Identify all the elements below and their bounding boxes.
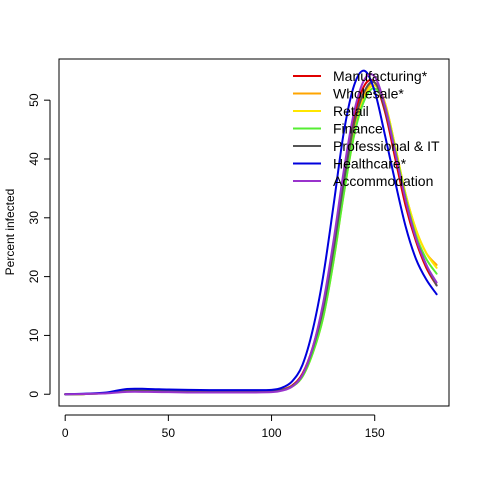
series-lines — [64, 69, 438, 396]
x-tick-label: 100 — [262, 426, 282, 440]
series-line-healthcare — [64, 69, 438, 396]
x-axis: 0 50 100 150 — [62, 414, 385, 440]
legend-label: Accommodation — [333, 173, 433, 189]
x-tick-label: 0 — [62, 426, 69, 440]
series-line-accommodation — [64, 73, 438, 396]
legend-label: Healthcare* — [333, 156, 407, 172]
legend-label: Professional & IT — [333, 138, 440, 154]
y-tick-label: 30 — [27, 211, 41, 225]
plot-area-frame — [58, 58, 450, 407]
legend-label: Wholesale* — [333, 86, 404, 102]
y-axis: 0 10 20 30 40 50 — [27, 93, 51, 398]
legend: Manufacturing* Wholesale*Retail FinancePro… — [293, 68, 440, 189]
x-tick-label: 50 — [162, 426, 176, 440]
legend-label: Finance — [333, 121, 383, 137]
legend-label: Retail — [333, 103, 369, 119]
y-tick-label: 40 — [27, 152, 41, 166]
y-axis-label: Percent infected — [3, 189, 17, 276]
y-tick-label: 50 — [27, 93, 41, 107]
y-tick-label: 20 — [27, 270, 41, 284]
x-tick-label: 150 — [365, 426, 385, 440]
legend-label: Manufacturing* — [333, 68, 428, 84]
y-tick-label: 10 — [27, 328, 41, 342]
y-tick-label: 0 — [27, 391, 41, 398]
